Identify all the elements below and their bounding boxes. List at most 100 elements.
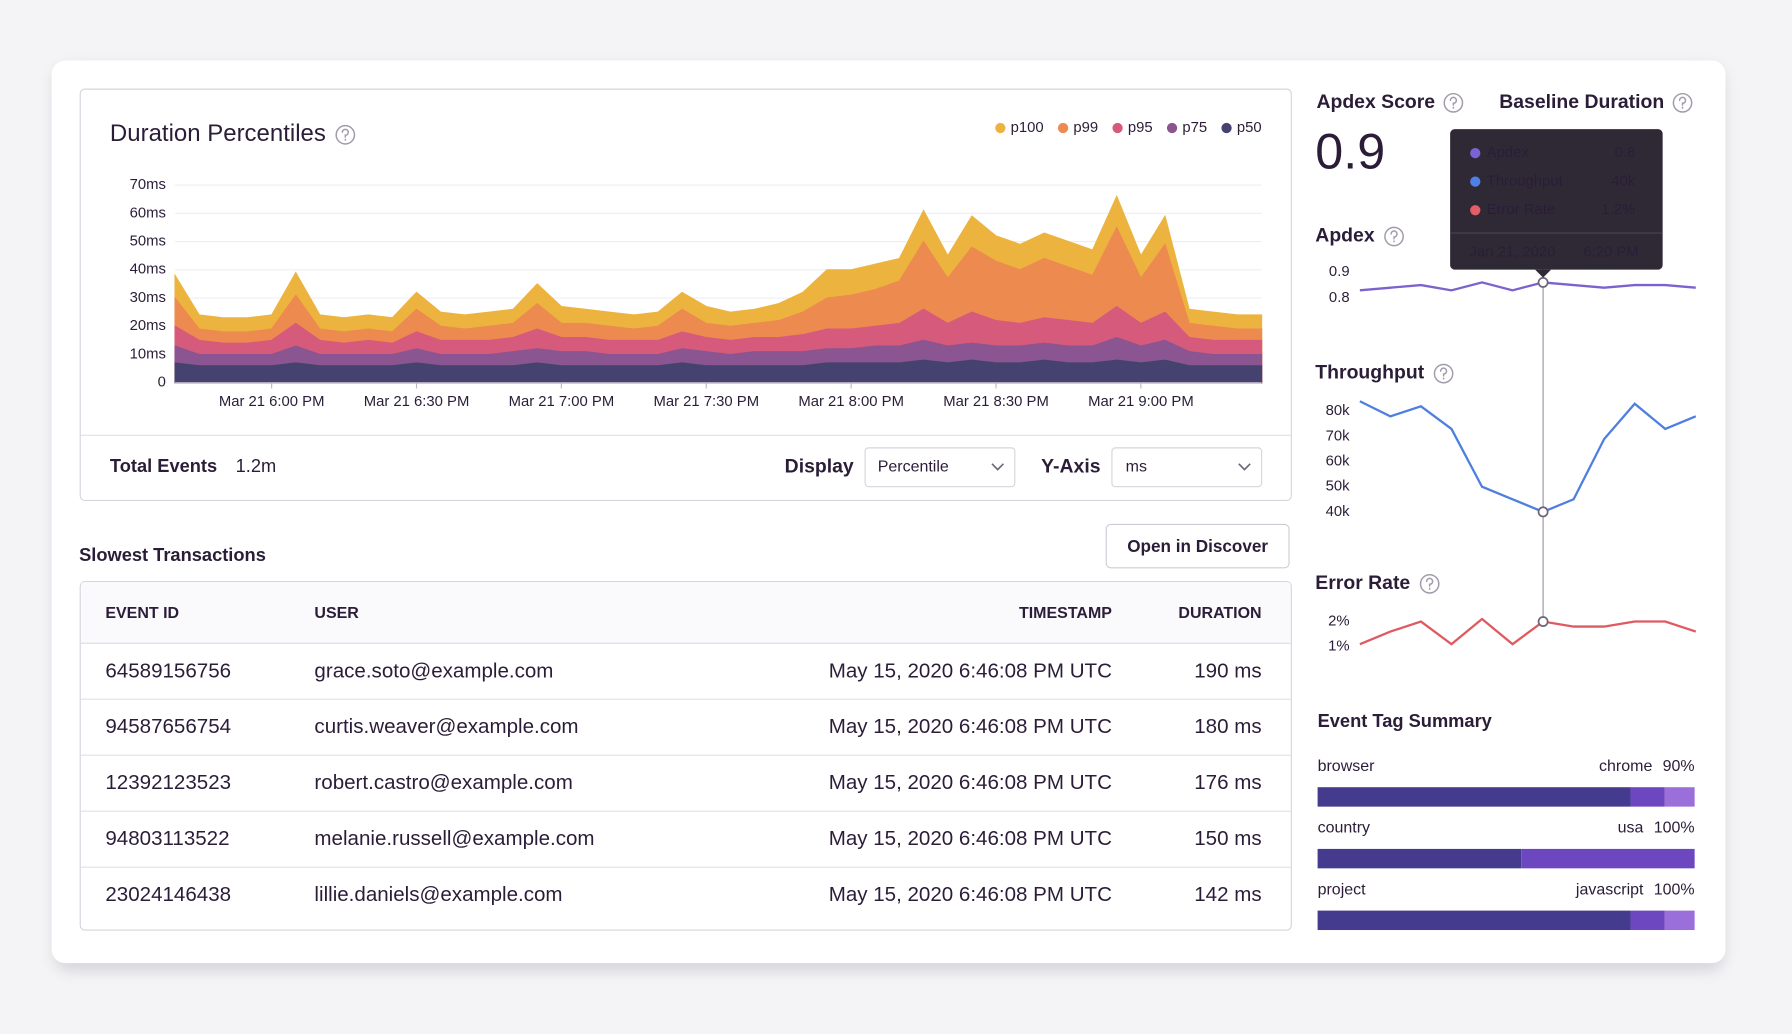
display-select[interactable] xyxy=(864,447,1016,488)
timestamp: May 15, 2020 6:46:08 PM UTC xyxy=(829,827,1112,850)
help-icon-glyph xyxy=(1425,577,1434,590)
timestamp: May 15, 2020 6:46:08 PM UTC xyxy=(829,771,1112,794)
apdex-score-label: Apdex Score xyxy=(1316,91,1435,113)
tooltip-value: 0.8 xyxy=(1615,145,1636,161)
open-discover-label[interactable]: Open in Discover xyxy=(1127,536,1268,556)
mini-chart-title: Error Rate xyxy=(1315,572,1410,594)
user: lillie.daniels@example.com xyxy=(314,883,562,906)
x-tick-label: Mar 21 8:30 PM xyxy=(943,394,1049,410)
tag-name: project xyxy=(1318,881,1367,898)
y-tick-label: 2% xyxy=(1328,613,1349,629)
tooltip-name: Error Rate xyxy=(1487,202,1555,218)
y-tick-label: 20ms xyxy=(130,318,166,334)
tag-segment[interactable] xyxy=(1317,848,1522,869)
open-discover-button[interactable] xyxy=(1105,523,1290,569)
tooltip-arrow xyxy=(1535,269,1552,278)
y-axis-select[interactable] xyxy=(1111,447,1263,488)
table-header-bg xyxy=(81,582,1291,644)
duration: 190 ms xyxy=(1194,659,1261,682)
y-tick-label: 50ms xyxy=(130,233,166,249)
y-tick-label: 40k xyxy=(1326,504,1351,520)
event-id[interactable]: 94803113522 xyxy=(105,827,229,850)
tooltip-name: Apdex xyxy=(1487,145,1530,161)
mini-chart-title: Apdex xyxy=(1315,225,1375,247)
tooltip-value: 40k xyxy=(1611,174,1636,190)
duration: 142 ms xyxy=(1194,883,1261,906)
legend-label: p100 xyxy=(1011,120,1044,136)
help-icon-glyph xyxy=(1390,230,1398,243)
tooltip-box xyxy=(1450,129,1663,270)
tooltip-date: Jan 21, 2020 xyxy=(1470,244,1556,260)
help-icon xyxy=(1672,92,1693,113)
tag-segment[interactable] xyxy=(1317,910,1631,931)
baseline-duration-label: Baseline Duration xyxy=(1499,91,1664,113)
tag-segment[interactable] xyxy=(1664,787,1695,807)
user: curtis.weaver@example.com xyxy=(314,715,578,738)
x-tick-label: Mar 21 9:00 PM xyxy=(1088,394,1194,410)
help-icon-glyph xyxy=(1439,367,1448,380)
y-tick-label: 0.8 xyxy=(1329,290,1350,306)
hover-marker xyxy=(1537,616,1549,627)
column-header: EVENT ID xyxy=(105,605,179,622)
legend-swatch xyxy=(1057,122,1069,134)
tooltip-value: 1.2% xyxy=(1601,202,1635,218)
hover-marker xyxy=(1537,277,1549,288)
legend-swatch xyxy=(1221,122,1232,134)
y-axis-select-value[interactable]: ms xyxy=(1126,459,1147,476)
legend-swatch xyxy=(1166,122,1178,134)
y-tick-label: 50k xyxy=(1326,479,1351,495)
area xyxy=(174,359,1263,384)
legend-label: p95 xyxy=(1128,120,1153,136)
event-id[interactable]: 64589156756 xyxy=(105,659,231,682)
timestamp: May 15, 2020 6:46:08 PM UTC xyxy=(829,659,1112,682)
help-icon xyxy=(335,124,356,145)
y-tick-label: 40ms xyxy=(130,262,166,278)
duration: 180 ms xyxy=(1194,715,1261,738)
help-icon xyxy=(1443,92,1464,113)
timestamp: May 15, 2020 6:46:08 PM UTC xyxy=(829,883,1112,906)
tag-top-value: usa xyxy=(1618,820,1644,837)
tag-name: browser xyxy=(1318,758,1376,775)
display-label: Display xyxy=(785,455,854,477)
tag-name: country xyxy=(1318,820,1370,837)
legend-label: p99 xyxy=(1073,120,1098,136)
apdex-score: 0.9 xyxy=(1315,123,1385,180)
tag-segment[interactable] xyxy=(1664,910,1695,931)
mini-chart-title: Throughput xyxy=(1315,362,1424,384)
display-select-value[interactable]: Percentile xyxy=(878,459,949,476)
help-icon xyxy=(1384,226,1404,247)
event-id[interactable]: 12392123523 xyxy=(105,771,231,794)
duration: 176 ms xyxy=(1194,771,1261,794)
duration: 150 ms xyxy=(1194,827,1261,850)
y-tick-label: 60k xyxy=(1326,454,1351,470)
help-icon xyxy=(1419,573,1440,594)
y-tick-label: 30ms xyxy=(130,290,166,306)
legend-swatch xyxy=(1112,122,1123,134)
y-tick-label: 80k xyxy=(1326,403,1351,419)
total-events-label: Total Events xyxy=(110,455,217,476)
hover-marker xyxy=(1537,506,1549,518)
tooltip-time: 6:20 PM xyxy=(1583,244,1638,260)
tag-segment[interactable] xyxy=(1630,910,1665,931)
column-header: USER xyxy=(314,605,359,622)
tag-percent: 90% xyxy=(1663,758,1695,775)
y-tick-label: 70k xyxy=(1326,428,1351,444)
chart-title: Duration Percentiles xyxy=(110,120,326,147)
tooltip-swatch xyxy=(1470,147,1481,159)
y-tick-label: 1% xyxy=(1328,639,1349,655)
tag-segment[interactable] xyxy=(1317,787,1631,807)
x-tick-label: Mar 21 8:00 PM xyxy=(798,394,904,410)
tag-segment[interactable] xyxy=(1521,848,1695,869)
tooltip-swatch xyxy=(1470,205,1481,216)
tag-top-value: javascript xyxy=(1575,881,1644,898)
timestamp: May 15, 2020 6:46:08 PM UTC xyxy=(829,715,1112,738)
legend-label: p75 xyxy=(1182,120,1207,136)
event-id[interactable]: 23024146438 xyxy=(105,883,231,906)
x-tick-label: Mar 21 6:30 PM xyxy=(364,394,470,410)
column-header: TIMESTAMP xyxy=(1019,605,1112,622)
chevron xyxy=(991,463,1004,471)
event-id[interactable]: 94587656754 xyxy=(105,715,231,738)
tag-segment[interactable] xyxy=(1630,787,1665,807)
